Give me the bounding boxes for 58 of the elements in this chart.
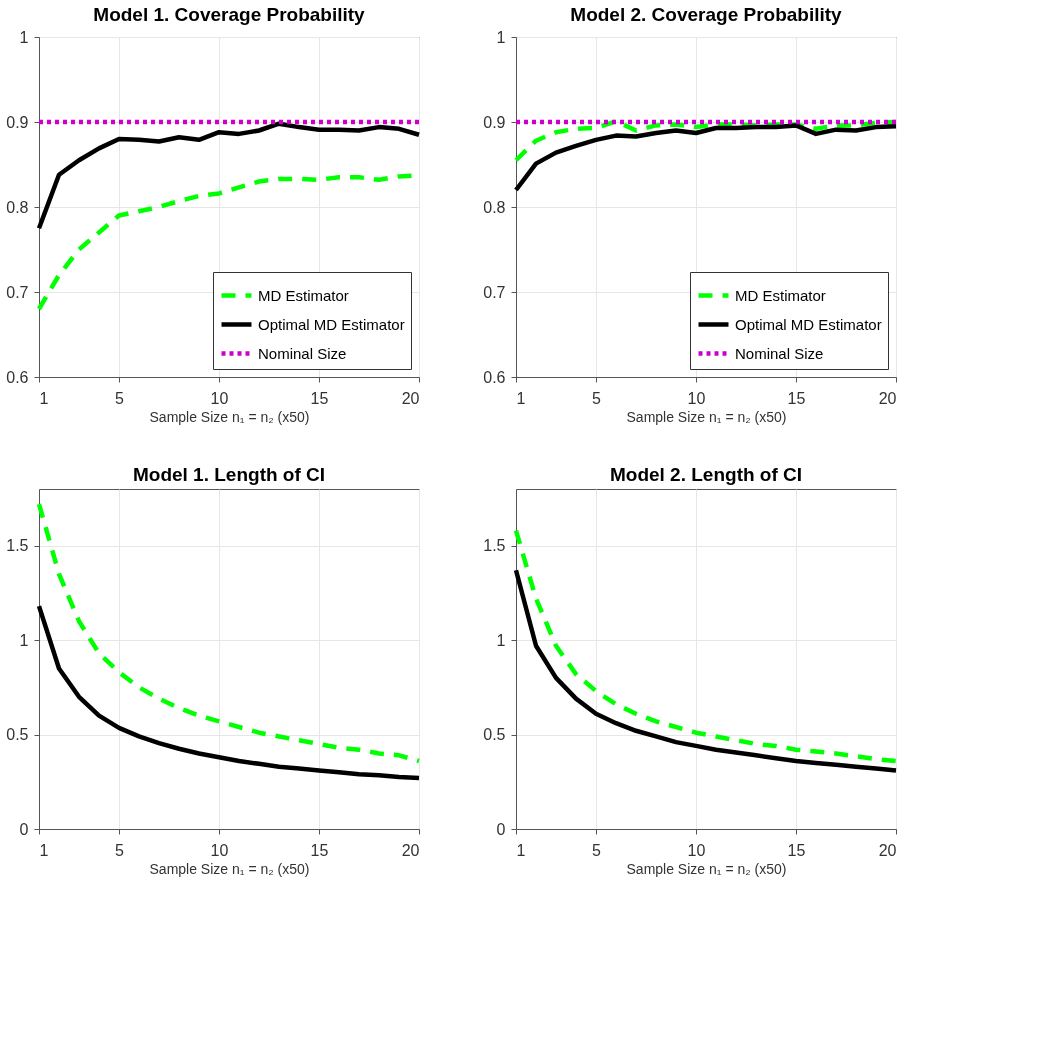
legend-label: Nominal Size bbox=[258, 344, 347, 362]
x-tick-label: 1 bbox=[516, 389, 526, 407]
line-series bbox=[36, 603, 422, 781]
y-tick-label: 0.8 bbox=[483, 198, 506, 216]
y-tick-label: 0 bbox=[19, 820, 29, 838]
y-tick-label: 1.5 bbox=[6, 537, 29, 555]
x-tick-label: 20 bbox=[878, 841, 897, 859]
x-tick-label: 1 bbox=[39, 841, 49, 859]
line-series bbox=[513, 528, 899, 764]
x-axis-title: Sample Size n₁ = n₂ (x50) bbox=[626, 408, 787, 425]
x-tick-label: 20 bbox=[878, 389, 897, 407]
x-tick-label: 5 bbox=[115, 389, 125, 407]
y-tick-label: 0.5 bbox=[6, 726, 29, 744]
legend-label: Nominal Size bbox=[735, 344, 824, 362]
x-tick-label: 1 bbox=[39, 389, 49, 407]
y-tick-label: 1 bbox=[496, 28, 506, 46]
y-tick-label: 0.9 bbox=[6, 113, 29, 131]
chart-title: Model 1. Coverage Probability bbox=[93, 4, 366, 25]
legend-label: MD Estimator bbox=[258, 286, 349, 304]
x-axis-title: Sample Size n₁ = n₂ (x50) bbox=[149, 860, 310, 877]
y-tick-label: 0.6 bbox=[483, 368, 506, 386]
legend-label: MD Estimator bbox=[735, 286, 826, 304]
chart-title: Model 2. Coverage Probability bbox=[570, 4, 843, 25]
x-tick-label: 5 bbox=[592, 841, 602, 859]
chart-title: Model 1. Length of CI bbox=[132, 464, 326, 485]
x-tick-label: 20 bbox=[401, 389, 420, 407]
x-tick-label: 15 bbox=[310, 389, 329, 407]
chart-title: Model 2. Length of CI bbox=[609, 464, 803, 485]
y-tick-label: 0.9 bbox=[483, 113, 506, 131]
y-tick-label: 1.5 bbox=[483, 537, 506, 555]
y-tick-label: 0.6 bbox=[6, 368, 29, 386]
legend-label: Optimal MD Estimator bbox=[258, 315, 405, 333]
line-series bbox=[36, 121, 422, 231]
line-series bbox=[36, 501, 422, 764]
x-tick-label: 10 bbox=[687, 389, 706, 407]
x-tick-label: 15 bbox=[310, 841, 329, 859]
y-tick-label: 1 bbox=[496, 631, 506, 649]
x-axis-title: Sample Size n₁ = n₂ (x50) bbox=[626, 860, 787, 877]
x-tick-label: 10 bbox=[210, 389, 229, 407]
x-tick-label: 5 bbox=[592, 389, 602, 407]
y-tick-label: 0 bbox=[496, 820, 506, 838]
x-tick-label: 1 bbox=[516, 841, 526, 859]
y-tick-label: 1 bbox=[19, 631, 29, 649]
y-tick-label: 0.8 bbox=[6, 198, 29, 216]
line-series bbox=[513, 123, 899, 193]
x-axis-title: Sample Size n₁ = n₂ (x50) bbox=[149, 408, 310, 425]
y-tick-label: 0.5 bbox=[483, 726, 506, 744]
line-series bbox=[513, 567, 899, 773]
x-tick-label: 20 bbox=[401, 841, 420, 859]
x-tick-label: 15 bbox=[787, 841, 806, 859]
y-tick-label: 1 bbox=[19, 28, 29, 46]
x-tick-label: 10 bbox=[687, 841, 706, 859]
x-tick-label: 10 bbox=[210, 841, 229, 859]
legend-label: Optimal MD Estimator bbox=[735, 315, 882, 333]
x-tick-label: 15 bbox=[787, 389, 806, 407]
y-tick-label: 0.7 bbox=[483, 283, 506, 301]
x-tick-label: 5 bbox=[115, 841, 125, 859]
y-tick-label: 0.7 bbox=[6, 283, 29, 301]
